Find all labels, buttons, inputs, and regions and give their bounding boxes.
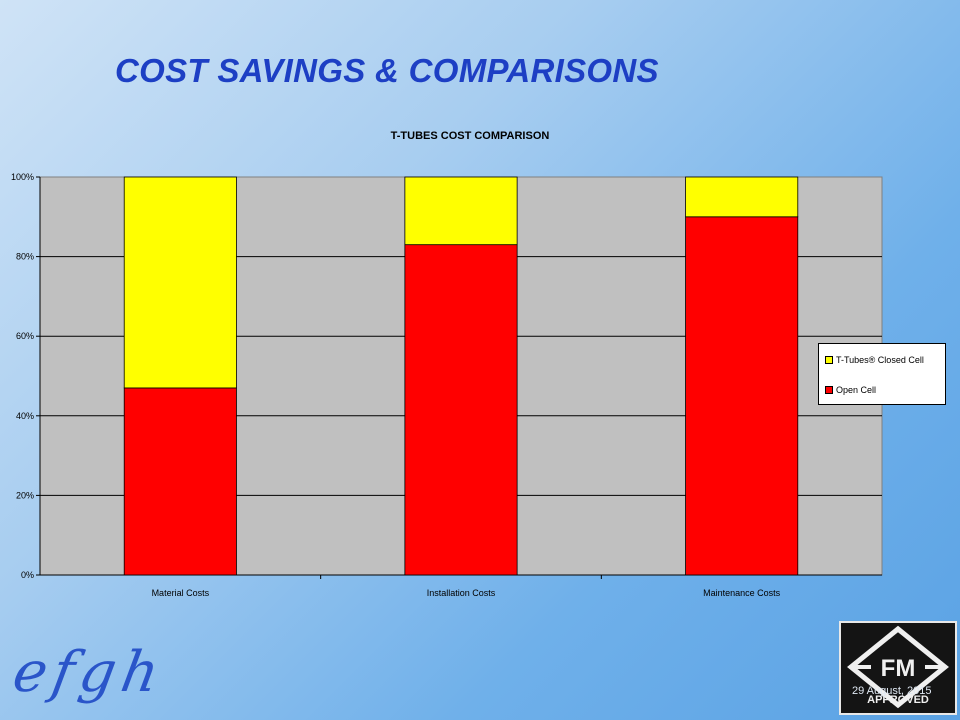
decorative-glyph: f bbox=[47, 640, 80, 705]
fm-logo-text: FM bbox=[881, 655, 916, 682]
bar-segment bbox=[123, 176, 237, 389]
decorative-glyphs: e f g h bbox=[8, 640, 163, 705]
legend-item-open-cell: Open Cell bbox=[825, 385, 876, 395]
bar-segment bbox=[404, 176, 518, 246]
slide-date: 29 August, 2015 bbox=[852, 685, 932, 697]
decorative-glyph: g bbox=[74, 640, 122, 705]
slide-title: COST SAVINGS & COMPARISONS bbox=[115, 52, 659, 89]
y-tick-label: 40% bbox=[16, 411, 34, 421]
x-tick-label: Installation Costs bbox=[427, 588, 496, 598]
y-tick-label: 80% bbox=[16, 252, 34, 262]
legend-swatch-open-cell bbox=[825, 386, 833, 394]
bar-segment bbox=[123, 387, 237, 576]
bar-segment bbox=[685, 216, 799, 576]
y-tick-label: 60% bbox=[16, 331, 34, 341]
y-tick-label: 20% bbox=[16, 490, 34, 500]
legend-item-closed-cell: T-Tubes® Closed Cell bbox=[825, 355, 924, 365]
legend-label-closed-cell: T-Tubes® Closed Cell bbox=[836, 355, 924, 365]
x-tick-label: Material Costs bbox=[152, 588, 210, 598]
y-tick-label: 100% bbox=[11, 172, 34, 182]
chart-title: T-TUBES COST COMPARISON bbox=[390, 130, 550, 142]
bar-segment bbox=[685, 176, 799, 218]
fm-approved-logo: FM APPROVED bbox=[839, 621, 957, 715]
legend-label-open-cell: Open Cell bbox=[836, 385, 877, 395]
y-tick-label: 0% bbox=[21, 570, 34, 580]
legend-swatch-closed-cell bbox=[825, 356, 833, 364]
fm-logo-subtext: APPROVED bbox=[867, 694, 929, 706]
fm-logo-graphic: FM APPROVED bbox=[847, 625, 949, 709]
bar-segment bbox=[404, 244, 518, 576]
x-tick-label: Maintenance Costs bbox=[703, 588, 781, 598]
chart-legend: T-Tubes® Closed Cell Open Cell bbox=[818, 343, 946, 405]
decorative-glyph: e bbox=[8, 640, 53, 705]
decorative-glyph: h bbox=[116, 640, 164, 705]
